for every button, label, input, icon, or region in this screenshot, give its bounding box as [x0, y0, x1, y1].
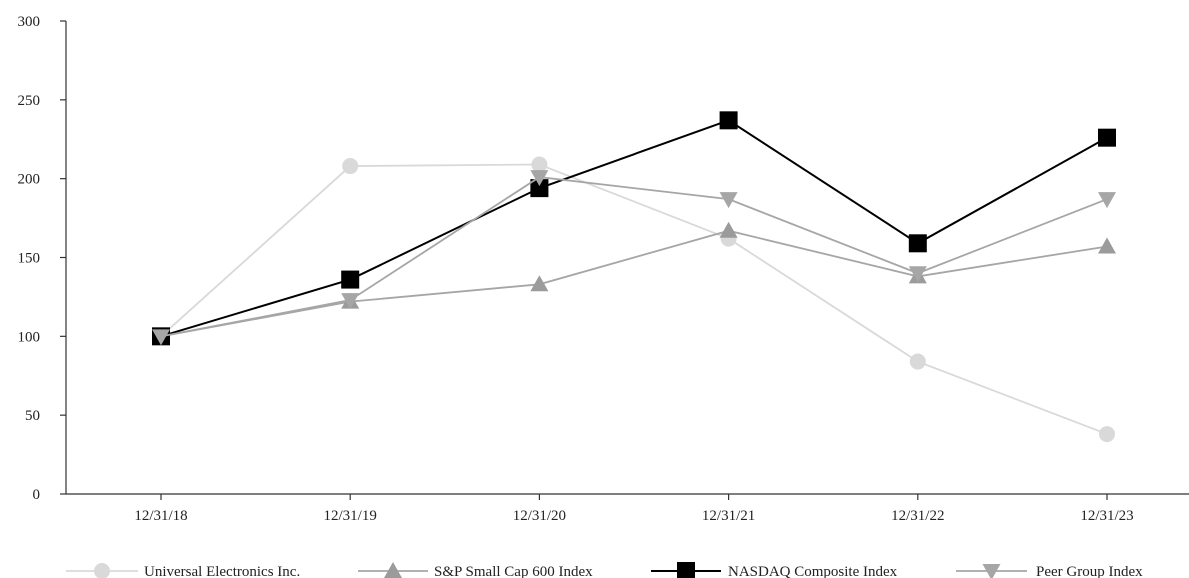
data-point: [1098, 128, 1116, 147]
y-tick-label: 300: [18, 14, 41, 30]
legend-marker: [384, 562, 402, 578]
data-point: [719, 192, 738, 209]
x-tick-label: 12/31/20: [513, 508, 566, 524]
y-tick-label: 0: [33, 487, 41, 503]
data-point: [1099, 426, 1115, 443]
axes: 0 50 100 150 200 250 300 12/31/18 12/31/19 12/31/…: [18, 14, 1189, 524]
series-2: [152, 111, 1116, 346]
y-tick-label: 50: [25, 408, 40, 424]
series-line: [160, 119, 1108, 338]
legend-marker: [982, 564, 1001, 578]
y-tick-label: 200: [18, 172, 41, 188]
x-tick-label: 12/31/23: [1080, 508, 1133, 524]
series-1: [152, 221, 1116, 344]
data-point: [341, 293, 360, 310]
data-point: [909, 353, 926, 370]
legend-item: Peer Group Index: [956, 564, 1143, 578]
data-point: [530, 179, 549, 198]
series-3: [152, 170, 1116, 346]
data-point: [152, 329, 170, 346]
legend-label: S&P Small Cap 600 Index: [434, 564, 593, 578]
data-point: [530, 275, 549, 292]
legend-label: NASDAQ Composite Index: [728, 564, 898, 578]
legend-item: NASDAQ Composite Index: [651, 562, 898, 578]
x-tick-label: 12/31/21: [702, 508, 755, 524]
x-tick-label: 12/31/18: [134, 508, 187, 524]
data-point: [908, 266, 927, 283]
legend-label: Peer Group Index: [1036, 564, 1143, 578]
series-line: [160, 163, 1108, 435]
data-point: [530, 170, 549, 187]
y-tick-label: 250: [18, 93, 41, 109]
data-point: [342, 158, 359, 175]
series-line: [160, 176, 1108, 338]
y-tick-label: 100: [18, 329, 41, 345]
data-point: [908, 234, 927, 253]
legend-item: S&P Small Cap 600 Index: [358, 562, 593, 578]
series-line: [160, 229, 1108, 338]
data-point: [1098, 192, 1116, 209]
data-point: [719, 111, 738, 130]
data-point: [719, 221, 738, 238]
data-point: [531, 156, 548, 173]
series-layer: [152, 111, 1116, 443]
y-tick-label: 150: [18, 251, 41, 267]
legend-marker: [94, 563, 110, 578]
legend-marker: [677, 562, 695, 578]
legend-label: Universal Electronics Inc.: [144, 564, 300, 578]
legend: Universal Electronics Inc. S&P Small Cap …: [66, 562, 1143, 578]
data-point: [1098, 237, 1116, 254]
data-point: [341, 270, 360, 289]
legend-item: Universal Electronics Inc.: [66, 563, 300, 578]
x-tick-label: 12/31/22: [891, 508, 944, 524]
series-0: [153, 156, 1115, 443]
x-tick-label: 12/31/19: [324, 508, 377, 524]
